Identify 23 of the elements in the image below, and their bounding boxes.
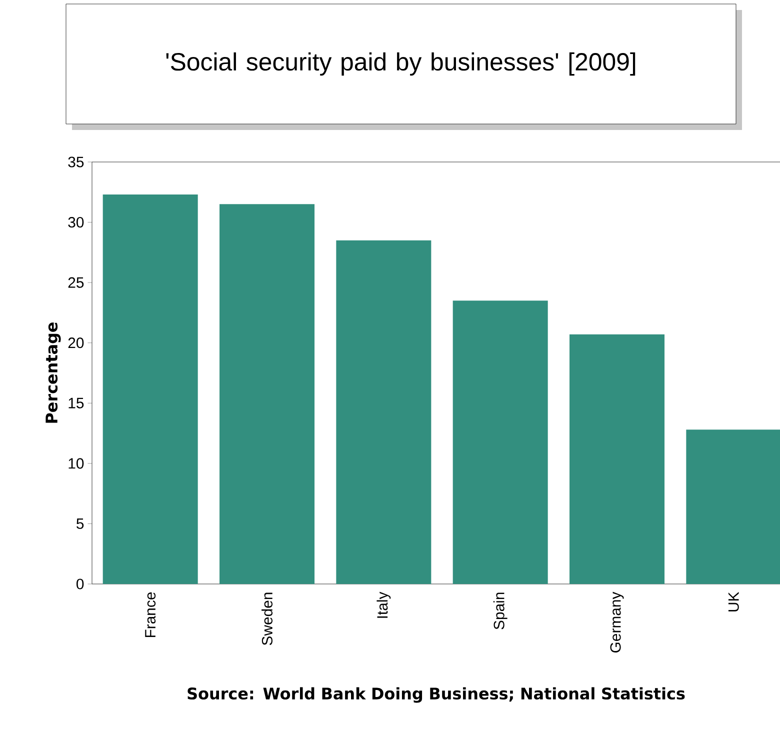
y-tick-label: 0	[76, 578, 84, 590]
y-tick-label: 25	[68, 277, 84, 288]
x-tick-label: Germany	[610, 592, 624, 652]
x-tick-label: Spain	[493, 592, 508, 630]
chart-title: 'Social security paid by businesses' [2009]	[166, 52, 636, 76]
x-tick-label: Sweden	[262, 592, 272, 646]
y-tick-label: 15	[68, 398, 84, 408]
y-tick-label: 35	[68, 156, 84, 168]
bar	[452, 300, 548, 584]
y-tick-label: 5	[76, 518, 84, 529]
y-tick-label: 30	[68, 216, 84, 228]
y-axis-title: Percentage	[46, 322, 61, 423]
source-note: Source: World Bank Doing Business; National Statistics	[188, 687, 685, 703]
bar	[102, 194, 198, 584]
bar	[570, 334, 665, 584]
x-tick-label: France	[145, 592, 156, 638]
bar	[336, 240, 432, 584]
x-tick-label: Italy	[376, 592, 391, 618]
bar	[220, 204, 315, 584]
y-tick-label: 20	[68, 338, 84, 348]
y-tick-label: 10	[68, 458, 84, 469]
x-tick-label: UK	[728, 592, 739, 612]
bar	[686, 430, 780, 584]
